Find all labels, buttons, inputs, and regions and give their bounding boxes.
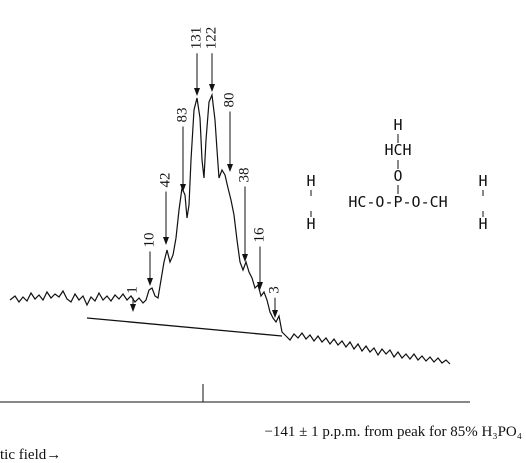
atom: H [306, 172, 315, 190]
peak-label: 80 [221, 93, 237, 108]
peak-label: 83 [174, 108, 190, 123]
structure: H HCH O H H HC-O-P-O-CH H H [306, 116, 487, 233]
arrow-head [130, 304, 136, 312]
atom: H [306, 215, 315, 233]
atom: O [393, 167, 402, 185]
peak-label: 122 [203, 27, 219, 50]
baseline [86, 317, 283, 337]
atom: H [393, 116, 402, 134]
arrow-head [163, 237, 169, 245]
peak-label: 16 [251, 227, 267, 243]
atom: HCH [384, 141, 411, 159]
arrow-head [180, 184, 186, 192]
peak-label: 10 [141, 233, 157, 248]
chain: HC-O-P-O-CH [348, 193, 447, 211]
atom: H [478, 215, 487, 233]
peak-label: 3 [266, 286, 282, 294]
peak-label: 42 [157, 173, 173, 188]
axis-label: tic field→ [0, 447, 61, 463]
arrow-head [257, 282, 263, 290]
peak-label: 131 [188, 27, 204, 50]
peak-label: 1 [124, 286, 140, 294]
peak-label: 38 [236, 168, 252, 183]
caption: −141 ± 1 p.p.m. from peak for 85% H₃PO₄ [264, 424, 522, 440]
arrow-head [209, 84, 215, 92]
arrow-head [147, 278, 153, 286]
arrow-head [272, 310, 278, 318]
arrow-head [242, 254, 248, 262]
atom: H [478, 172, 487, 190]
arrow-head [194, 88, 200, 96]
arrow-head [227, 164, 233, 172]
spectrum-trace [9, 92, 451, 365]
